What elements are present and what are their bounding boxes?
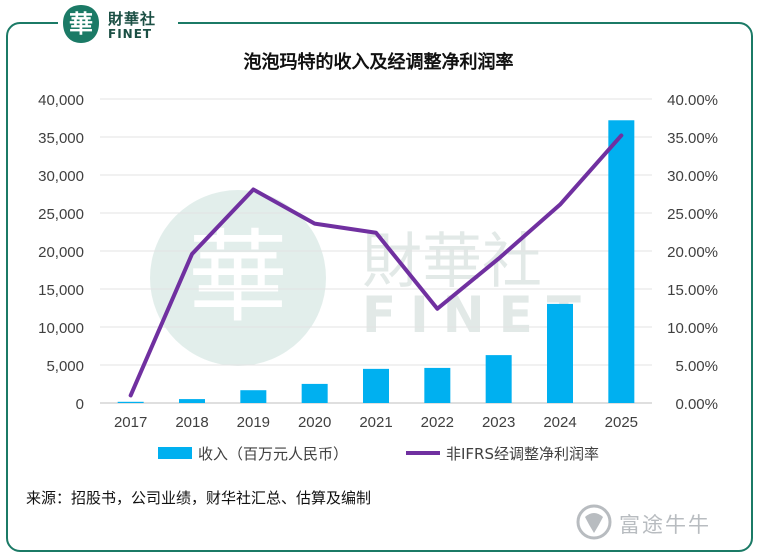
left-axis-tick-label: 40,000 (38, 92, 84, 109)
right-axis-tick-label: 5.00% (675, 358, 718, 375)
logo-chinese-text: 財華社 (108, 10, 157, 28)
revenue-bar (608, 120, 635, 403)
right-axis-tick-label: 15.00% (667, 282, 718, 299)
left-axis-ticks: 0 5,000 10,000 15,000 20,000 25,000 30,000 35,0… (38, 92, 84, 413)
left-axis-tick-label: 30,000 (38, 168, 84, 185)
futu-brand-text: 富途牛牛 (619, 513, 711, 537)
legend-margin-label: 非IFRS经调整净利润率 (446, 445, 599, 463)
x-axis-tick-label: 2018 (175, 414, 208, 431)
watermark-english-text: FINET (362, 286, 595, 344)
futu-bull-icon (576, 504, 612, 540)
left-axis-tick-label: 10,000 (38, 320, 84, 337)
x-axis-tick-label: 2024 (543, 414, 576, 431)
left-axis-tick-label: 15,000 (38, 282, 84, 299)
x-axis-tick-label: 2019 (237, 414, 270, 431)
x-axis-tick-label: 2020 (298, 414, 331, 431)
revenue-bar (363, 368, 389, 403)
right-axis-ticks: 0.00% 5.00% 10.00% 15.00% 20.00% 25.00% 30.00%… (667, 92, 718, 413)
finet-logo: 華 財華社 FINET (58, 4, 178, 48)
right-axis-tick-label: 35.00% (667, 130, 718, 147)
finet-seal-icon: 華 (63, 5, 99, 43)
x-axis-ticks: 2017 2018 2019 2020 2021 2022 2023 2024 2025 (114, 414, 638, 431)
revenue-bar (424, 367, 451, 403)
chart-title: 泡泡玛特的收入及经调整净利润率 (243, 52, 514, 73)
source-note: 来源：招股书，公司业绩，财华社汇总、估算及编制 (26, 489, 372, 507)
revenue-bar (547, 303, 573, 403)
futu-brand: 富途牛牛 (575, 503, 745, 543)
revenue-bars (117, 120, 635, 403)
right-axis-tick-label: 0.00% (675, 396, 718, 413)
left-axis-tick-label: 35,000 (38, 130, 84, 147)
left-axis-tick-label: 20,000 (38, 244, 84, 261)
finet-watermark: 華 財華社 FINET (150, 190, 595, 366)
revenue-bar (179, 399, 205, 403)
revenue-bar (240, 390, 267, 403)
x-axis-tick-label: 2022 (421, 414, 454, 431)
right-axis-tick-label: 30.00% (667, 168, 718, 185)
margin-line (128, 133, 624, 398)
revenue-bar (117, 401, 144, 403)
watermark-chinese-text: 財華社 (362, 227, 542, 297)
legend-revenue-label: 收入（百万元人民币） (198, 445, 348, 463)
legend-bar-swatch (158, 447, 192, 459)
margin-line-path (128, 133, 624, 398)
svg-text:華: 華 (69, 9, 93, 38)
right-axis-tick-label: 20.00% (667, 244, 718, 261)
left-axis-tick-label: 25,000 (38, 206, 84, 223)
legend: 收入（百万元人民币） 非IFRS经调整净利润率 (158, 445, 599, 463)
left-axis-tick-label: 0 (76, 396, 84, 413)
svg-text:華: 華 (188, 219, 288, 336)
right-axis-tick-label: 25.00% (667, 206, 718, 223)
x-axis-tick-label: 2025 (605, 414, 638, 431)
revenue-bar (485, 355, 512, 403)
revenue-bar (301, 383, 328, 403)
left-axis-tick-label: 5,000 (46, 358, 84, 375)
x-axis-tick-label: 2023 (482, 414, 515, 431)
right-axis-tick-label: 40.00% (667, 92, 718, 109)
x-axis-tick-label: 2021 (359, 414, 392, 431)
right-axis-tick-label: 10.00% (667, 320, 718, 337)
x-axis-tick-label: 2017 (114, 414, 147, 431)
logo-english-text: FINET (108, 27, 153, 41)
